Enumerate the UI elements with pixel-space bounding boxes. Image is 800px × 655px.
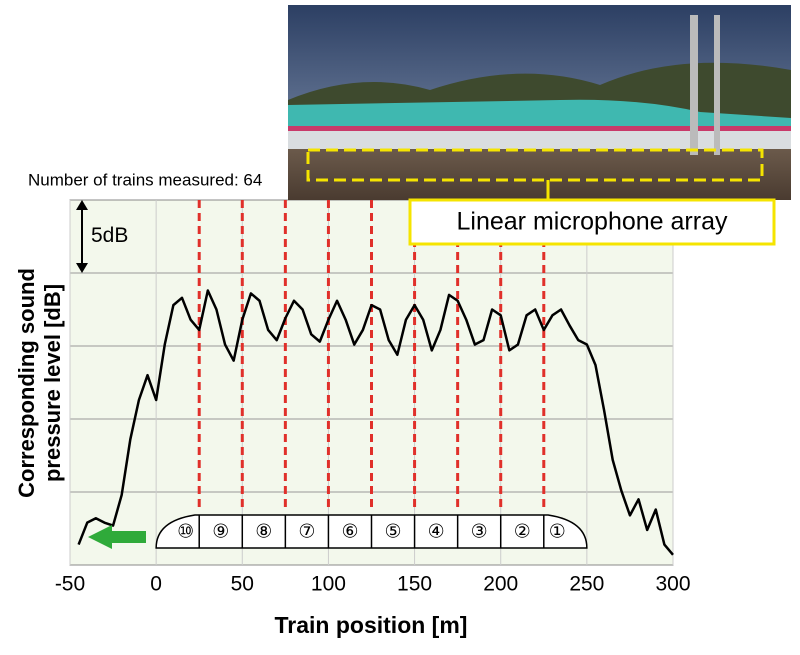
- car-label: ①: [549, 522, 566, 543]
- car-label: ②: [514, 522, 531, 543]
- car-label: ⑦: [298, 522, 315, 543]
- mean-line: [77, 289, 674, 556]
- direction-arrow: [88, 525, 146, 549]
- car-label: ⑤: [385, 522, 402, 543]
- x-tick-label: -50: [55, 573, 85, 596]
- photo: Linear microphone array: [288, 5, 791, 246]
- x-tick-label: 200: [483, 573, 518, 596]
- car-label: ⑥: [341, 522, 358, 543]
- x-tick-label: 50: [231, 573, 254, 596]
- car-boundaries: [197, 200, 546, 512]
- x-tick-label: 250: [569, 573, 604, 596]
- y-axis-label: pressure level [dB]: [40, 284, 65, 482]
- x-axis-label: Train position [m]: [275, 612, 468, 638]
- train-lower: [288, 131, 791, 149]
- car-label: ⑧: [255, 522, 272, 543]
- label-box: [408, 198, 776, 246]
- train-stripe: [288, 126, 791, 131]
- arrow-head: [76, 263, 88, 273]
- y-axis-label: Corresponding sound: [14, 268, 39, 498]
- x-tick-label: 300: [655, 573, 690, 596]
- scale-label: 5dB: [91, 224, 128, 247]
- x-tick-label: 150: [397, 573, 432, 596]
- lines: [77, 289, 674, 556]
- arrow-head: [76, 200, 88, 210]
- x-tick-label: 100: [311, 573, 346, 596]
- note: Number of trains measured: 64: [28, 170, 262, 189]
- car-label: ⑨: [212, 522, 229, 543]
- car-label: ③: [471, 522, 488, 543]
- array-box: [306, 148, 764, 182]
- car-label: ⑩: [177, 522, 194, 543]
- pole: [690, 15, 698, 155]
- photo-label: Linear microphone array: [457, 208, 728, 236]
- pole: [714, 15, 720, 155]
- scale-bar: 5dB: [76, 200, 128, 273]
- x-tick-label: 0: [150, 573, 162, 596]
- car-label: ④: [428, 522, 445, 543]
- field: [288, 149, 791, 200]
